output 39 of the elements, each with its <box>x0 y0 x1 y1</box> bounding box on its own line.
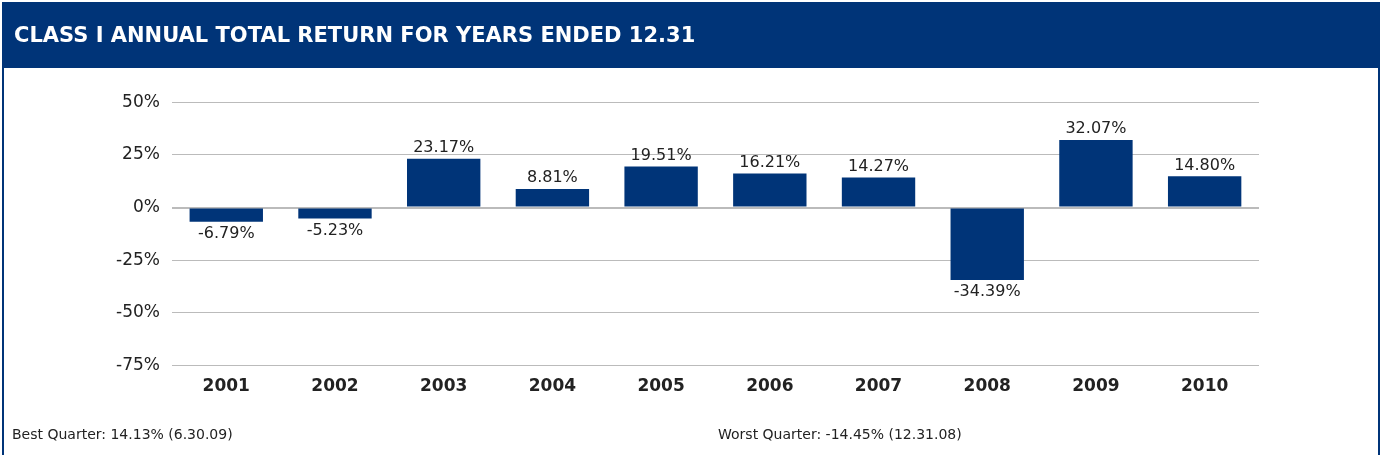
bar <box>1059 139 1133 207</box>
x-tick-label: 2009 <box>1072 375 1120 396</box>
bar <box>841 177 916 207</box>
x-tick-label: 2004 <box>528 375 577 396</box>
data-label: 23.17% <box>413 136 475 156</box>
x-tick-label: 2010 <box>1180 375 1229 396</box>
x-tick-label: 2006 <box>746 375 794 396</box>
y-tick-label: -75% <box>116 354 160 375</box>
x-tick-label: 2007 <box>854 375 903 396</box>
x-tick-label: 2001 <box>202 375 250 396</box>
bar <box>515 189 590 207</box>
bar <box>407 158 481 207</box>
data-label: -6.79% <box>197 223 255 243</box>
y-tick-label: 50% <box>122 90 160 111</box>
data-label: 32.07% <box>1065 118 1127 138</box>
x-tick-label: 2005 <box>637 375 685 396</box>
data-label: 8.81% <box>526 167 578 187</box>
data-label: 14.27% <box>848 155 910 175</box>
bar <box>189 208 263 222</box>
x-tick-label: 2003 <box>420 375 468 396</box>
text: Worst Quarter: -14.45% (12.31.08) <box>718 426 962 442</box>
bar <box>733 173 807 207</box>
data-label: 16.21% <box>739 151 801 171</box>
y-tick-label: 25% <box>122 143 160 164</box>
y-tick-label: -50% <box>116 301 160 322</box>
data-label: 19.51% <box>630 144 692 164</box>
x-tick-label: 2008 <box>963 375 1011 396</box>
bar <box>298 208 372 219</box>
data-label: -5.23% <box>306 219 364 239</box>
y-tick-label: -25% <box>116 248 160 269</box>
text: Best Quarter: 14.13% (6.30.09) <box>12 426 233 442</box>
y-tick-label: 0% <box>132 195 160 216</box>
bar <box>950 208 1024 281</box>
chart-title: CLASS I ANNUAL TOTAL RETURN FOR YEARS ENDED 12.31 <box>2 2 1380 68</box>
x-tick-label: 2002 <box>311 375 359 396</box>
bar <box>1167 176 1242 207</box>
data-label: -34.39% <box>953 281 1021 301</box>
data-label: 14.80% <box>1174 154 1236 174</box>
bar <box>624 166 698 207</box>
